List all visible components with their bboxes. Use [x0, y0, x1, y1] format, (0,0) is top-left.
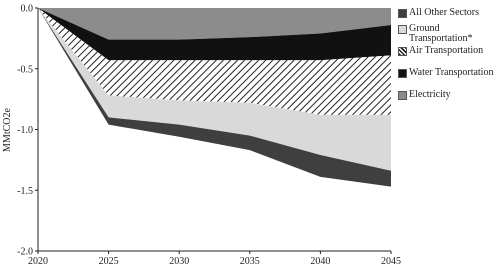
- area: [38, 8, 391, 61]
- y-tick-label: 0.0: [21, 4, 34, 15]
- legend-swatch: [398, 9, 407, 18]
- legend-swatch: [398, 47, 407, 56]
- area: [38, 8, 391, 115]
- legend-label: All Other Sectors: [409, 7, 479, 18]
- x-tick-label: 2040: [310, 256, 330, 266]
- legend-label: Ground Transportation*: [409, 23, 473, 44]
- area: [38, 8, 391, 40]
- legend-swatch: [398, 25, 407, 34]
- area: [38, 8, 391, 171]
- x-tick-label: 2020: [28, 256, 48, 266]
- x-tick-label: 2045: [381, 256, 401, 266]
- legend-swatch: [398, 91, 407, 100]
- x-tick-label: 2035: [240, 256, 260, 266]
- y-tick-label: -1.0: [17, 125, 33, 136]
- legend-label: Air Transportation: [409, 45, 484, 56]
- y-tick-label: -0.5: [17, 64, 33, 75]
- y-tick-label: -2.0: [17, 247, 33, 258]
- x-tick-label: 2030: [169, 256, 189, 266]
- area: [38, 8, 391, 187]
- legend-label: Electricity: [409, 89, 451, 100]
- legend-swatch: [398, 69, 407, 78]
- y-tick-label: -1.5: [17, 186, 33, 197]
- x-tick-label: 2025: [99, 256, 119, 266]
- y-axis-label: MMtCO2e: [2, 108, 13, 152]
- legend-label: Water Transportation: [409, 67, 494, 78]
